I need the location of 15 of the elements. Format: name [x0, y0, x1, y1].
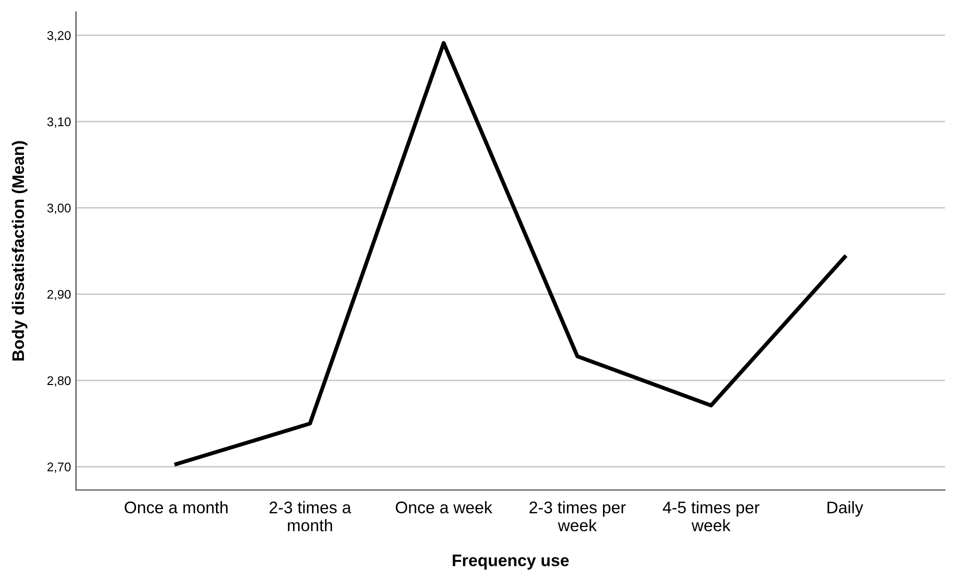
y-tick-label: 3,20 [47, 31, 71, 42]
x-tick-label: 2-3 times a month [270, 501, 352, 532]
y-tick-label: 3,10 [47, 117, 71, 128]
x-tick-label: Daily [828, 501, 864, 517]
x-tick-label: Once a month [124, 501, 228, 514]
y-tick-label: 2,90 [47, 290, 71, 300]
y-axis-title: Body dissatisfaction (Mean) [12, 141, 28, 361]
line-series [174, 41, 847, 466]
y-tick-label: 2,80 [47, 376, 71, 387]
x-tick-label: 2-3 times per week [530, 501, 626, 532]
y-tick-label: 3,00 [47, 204, 71, 214]
x-tick-label: 4-5 times per week [662, 501, 760, 532]
x-tick-label: Once a week [396, 501, 492, 514]
y-tick-label: 2,70 [47, 462, 71, 473]
x-axis-title: Frequency use [452, 554, 569, 570]
